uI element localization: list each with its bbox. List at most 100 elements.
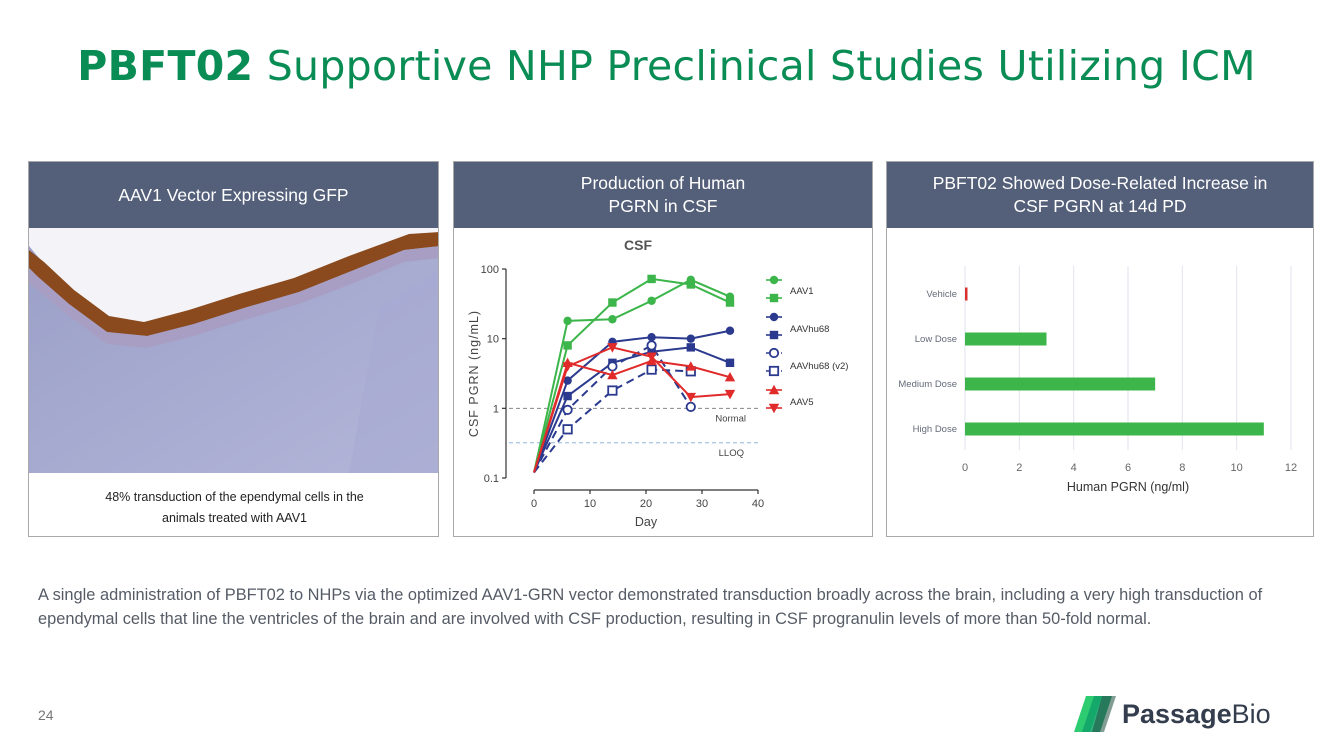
data-point <box>685 361 696 371</box>
data-point <box>607 343 618 353</box>
lloq-label: LLOQ <box>719 448 744 459</box>
data-point <box>608 315 617 324</box>
series-line <box>533 329 731 473</box>
gfp-caption: 48% transduction of the ependymal cells … <box>29 487 438 529</box>
category-label: High Dose <box>913 424 957 435</box>
gfp-panel: AAV1 Vector Expressing GFP 48% transduct… <box>28 161 439 537</box>
company-logo-text: PassageBio <box>1122 699 1271 730</box>
legend-label: AAV5 <box>790 397 814 408</box>
legend-marker <box>766 293 782 303</box>
csf-header-line-1: Production of Human <box>580 173 746 193</box>
y-tick-label: 0.1 <box>484 473 499 485</box>
data-point <box>686 280 695 289</box>
data-point <box>646 364 657 375</box>
series-aav1-square <box>533 274 735 473</box>
x-tick-label: 0 <box>962 462 968 474</box>
legend-marker <box>766 365 782 377</box>
x-tick-label: 10 <box>1231 462 1243 474</box>
legend-marker <box>766 330 782 340</box>
category-label: Low Dose <box>915 334 957 345</box>
legend-symbol <box>769 275 779 285</box>
series-line <box>533 278 731 473</box>
normal-label: Normal <box>715 413 746 424</box>
series-aav5-triangle-down <box>533 343 736 473</box>
x-tick-label: 30 <box>696 498 708 510</box>
data-point <box>685 392 696 403</box>
dose-panel-header: PBFT02 Showed Dose-Related Increase in CS… <box>887 162 1313 228</box>
bar-medium-dose <box>965 377 1156 391</box>
category-label: Vehicle <box>926 289 957 300</box>
series-aav5-triangle-up <box>533 355 736 473</box>
data-point <box>725 326 735 335</box>
page-title: PBFT02 Supportive NHP Preclinical Studie… <box>0 42 1333 90</box>
legend-symbol <box>768 347 780 359</box>
legend-label: AAV1 <box>790 286 814 297</box>
legend-marker <box>766 275 782 285</box>
legend-marker <box>766 312 782 322</box>
data-point <box>685 401 696 412</box>
legend-symbol <box>769 312 779 322</box>
logo-rest: Bio <box>1231 699 1271 729</box>
legend-symbol <box>768 384 780 395</box>
data-point <box>562 404 573 415</box>
x-axis-label: Human PGRN (ng/ml) <box>1067 480 1189 494</box>
y-tick-label: 100 <box>481 264 499 276</box>
bar-vehicle <box>965 287 968 301</box>
data-point <box>646 340 657 351</box>
legend-marker <box>766 384 782 395</box>
dose-header-line-1: PBFT02 Showed Dose-Related Increase in <box>932 173 1268 193</box>
data-point <box>647 296 656 305</box>
data-point <box>563 316 572 326</box>
series-line <box>533 346 731 473</box>
data-point <box>725 298 735 307</box>
page-number: 24 <box>38 707 54 723</box>
x-tick-label: 6 <box>1125 462 1131 474</box>
data-point <box>647 347 656 356</box>
x-tick-label: 2 <box>1016 462 1022 474</box>
csf-header-line-2: PGRN in CSF <box>608 196 718 216</box>
series-line <box>533 277 731 473</box>
gfp-histology-image <box>29 228 438 473</box>
data-point <box>686 343 695 352</box>
data-point <box>562 424 573 435</box>
csf-line-chart: CSF 0.1 1 10 100 0 10 20 30 40 Day CSF PGRN (ng/mL)… <box>467 237 848 529</box>
legend-symbol <box>769 293 779 303</box>
data-point <box>647 332 656 342</box>
x-axis-label: Day <box>635 515 658 529</box>
series-line <box>533 346 731 473</box>
body-text: A single administration of PBFT02 to NHP… <box>38 586 1263 628</box>
data-point <box>725 358 735 368</box>
category-label: Medium Dose <box>898 379 957 390</box>
series-aavhu68-circle <box>533 326 735 473</box>
legend-symbol <box>769 330 779 340</box>
data-point <box>563 341 572 350</box>
x-tick-label: 20 <box>640 498 652 510</box>
data-point <box>647 274 656 284</box>
dose-panel: PBFT02 Showed Dose-Related Increase in CS… <box>886 161 1314 537</box>
x-tick-label: 8 <box>1179 462 1185 474</box>
x-tick-label: 0 <box>531 498 537 510</box>
x-tick-label: 4 <box>1071 462 1077 474</box>
data-point <box>607 385 618 396</box>
legend-marker <box>766 403 782 414</box>
x-tick-label: 10 <box>584 498 596 510</box>
title-text: Supportive NHP Preclinical Studies Utili… <box>253 42 1256 90</box>
legend-symbol <box>768 403 780 414</box>
legend-label: AAVhu68 (v2) <box>790 361 848 372</box>
caption-line-2: animals treated with AAV1 <box>162 511 307 525</box>
csf-panel-header: Production of Human PGRN in CSF <box>454 162 872 228</box>
data-point <box>607 369 618 380</box>
data-point <box>646 352 657 362</box>
dose-header-line-2: CSF PGRN at 14d PD <box>1013 196 1187 216</box>
data-point <box>724 371 736 382</box>
legend-marker <box>766 347 782 359</box>
csf-panel: Production of Human PGRN in CSF CSF 0.1 1 10… <box>453 161 873 537</box>
legend-label: AAVhu68 <box>790 324 829 335</box>
data-point <box>562 362 573 372</box>
data-point <box>608 298 617 307</box>
bar-high-dose <box>965 422 1264 436</box>
chart-title: CSF <box>624 237 652 253</box>
data-point <box>563 376 572 385</box>
title-product: PBFT02 <box>77 42 254 90</box>
y-tick-label: 10 <box>487 334 499 346</box>
